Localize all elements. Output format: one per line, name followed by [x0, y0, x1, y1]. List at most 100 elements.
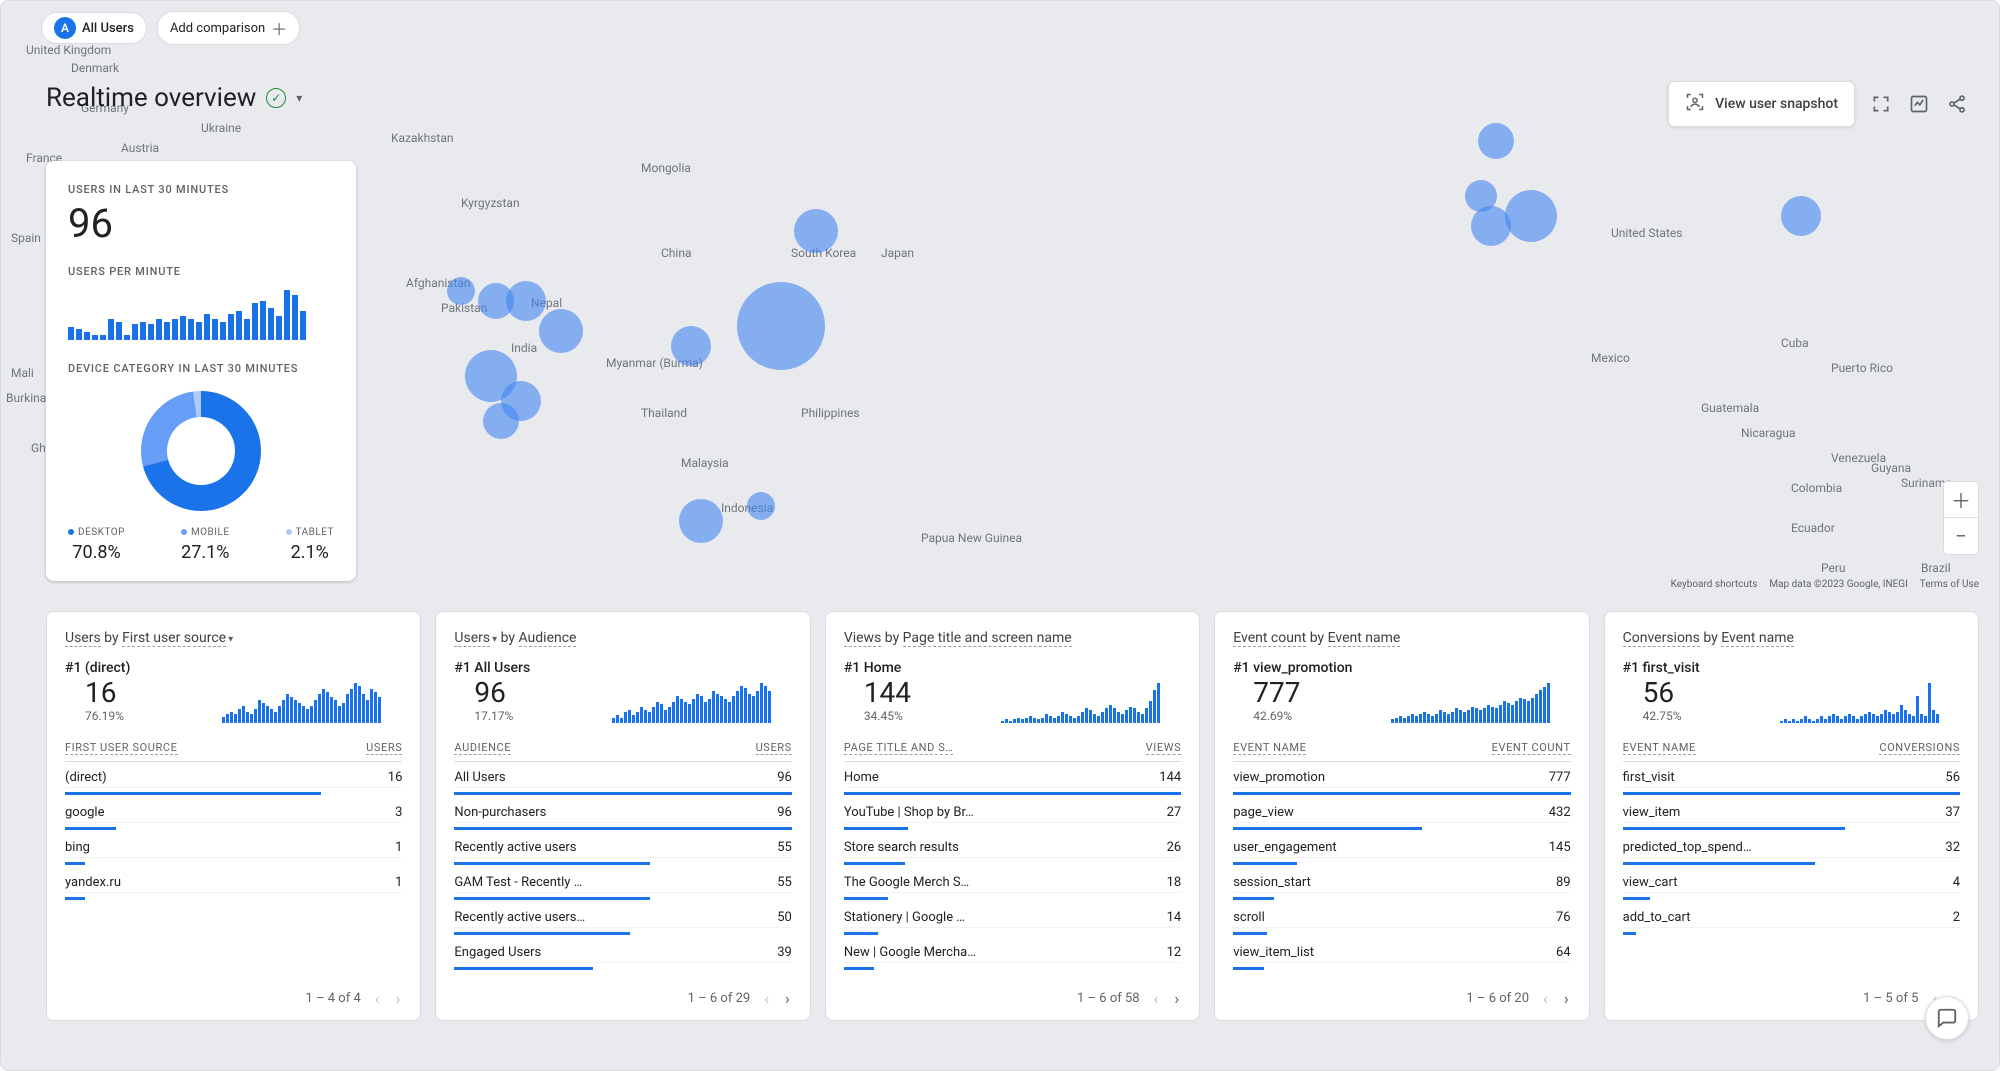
card-table-row[interactable]: YouTube | Shop by Br…27: [844, 797, 1181, 832]
map-country-label: Philippines: [801, 406, 860, 420]
pager-prev-button[interactable]: ‹: [1541, 989, 1550, 1008]
map-user-bubble[interactable]: [1505, 190, 1557, 242]
title-caret-icon[interactable]: ▾: [296, 91, 302, 105]
map-country-label: Mexico: [1591, 351, 1630, 365]
status-check-icon[interactable]: ✓: [266, 88, 286, 108]
card-table-row[interactable]: session_start89: [1233, 867, 1570, 902]
map-country-label: Peru: [1821, 561, 1846, 575]
card-rank-value: 144: [864, 676, 911, 709]
spark-bar: [116, 322, 122, 340]
card-table-row[interactable]: bing1: [65, 832, 402, 867]
map-user-bubble[interactable]: [747, 492, 775, 520]
card-table-row[interactable]: The Google Merch S…18: [844, 867, 1181, 902]
map-user-bubble[interactable]: [506, 281, 546, 321]
spark-bar: [132, 324, 138, 340]
view-user-snapshot-button[interactable]: View user snapshot: [1668, 81, 1855, 127]
pager-next-button[interactable]: ›: [394, 989, 403, 1008]
map-country-label: Papua New Guinea: [921, 531, 1022, 545]
map-user-bubble[interactable]: [679, 499, 723, 543]
map-country-label: Guatemala: [1701, 401, 1759, 415]
map-country-label: Mongolia: [641, 161, 691, 175]
fullscreen-icon[interactable]: [1869, 92, 1893, 116]
card-table-row[interactable]: yandex.ru1: [65, 867, 402, 902]
map-user-bubble[interactable]: [794, 209, 838, 253]
segment-all-users[interactable]: A All Users: [41, 12, 147, 44]
segment-label: All Users: [82, 21, 134, 36]
map-user-bubble[interactable]: [1478, 123, 1514, 159]
card-title[interactable]: Conversions by Event name: [1623, 630, 1960, 646]
share-icon[interactable]: [1945, 92, 1969, 116]
map-terms[interactable]: Terms of Use: [1920, 579, 1979, 590]
card-title[interactable]: Event count by Event name: [1233, 630, 1570, 646]
map-user-bubble[interactable]: [737, 282, 825, 370]
card-table-row[interactable]: predicted_top_spend…32: [1623, 832, 1960, 867]
map-user-bubble[interactable]: [483, 403, 519, 439]
card-title[interactable]: Views by Page title and screen name: [844, 630, 1181, 646]
pager-prev-button[interactable]: ‹: [1152, 989, 1161, 1008]
toolbar-right: View user snapshot: [1668, 81, 1969, 127]
card-title[interactable]: Users▾ by Audience: [454, 630, 791, 646]
card-table-header: EVENT NAMECONVERSIONS: [1623, 741, 1960, 762]
card-table-row[interactable]: Non-purchasers96: [454, 797, 791, 832]
card-sparkline: [222, 683, 402, 723]
card-table-row[interactable]: Recently active users55: [454, 832, 791, 867]
card-table-row[interactable]: All Users96: [454, 762, 791, 797]
users-30-label: USERS IN LAST 30 MINUTES: [68, 183, 334, 196]
pager-next-button[interactable]: ›: [1172, 989, 1181, 1008]
map-kbd-shortcuts[interactable]: Keyboard shortcuts: [1671, 579, 1758, 590]
insights-icon[interactable]: [1907, 92, 1931, 116]
spark-bar: [84, 332, 90, 340]
pager-prev-button[interactable]: ‹: [373, 989, 382, 1008]
card-table-row[interactable]: scroll76: [1233, 902, 1570, 937]
add-comparison-button[interactable]: Add comparison ＋: [157, 11, 300, 45]
spark-bar: [292, 295, 298, 340]
map-country-label: Cuba: [1781, 336, 1809, 350]
card-rank-value: 777: [1253, 676, 1352, 709]
card-table-row[interactable]: user_engagement145: [1233, 832, 1570, 867]
spark-bar: [100, 335, 106, 340]
card-table-row[interactable]: GAM Test - Recently …55: [454, 867, 791, 902]
card-table-row[interactable]: Store search results26: [844, 832, 1181, 867]
card-table-row[interactable]: view_cart4: [1623, 867, 1960, 902]
pager-next-button[interactable]: ›: [1562, 989, 1571, 1008]
card-table-row[interactable]: Home144: [844, 762, 1181, 797]
card-table-row[interactable]: google3: [65, 797, 402, 832]
card-table-header: PAGE TITLE AND S…VIEWS: [844, 741, 1181, 762]
spark-bar: [236, 311, 242, 340]
card-table-row[interactable]: Recently active users…50: [454, 902, 791, 937]
map-user-bubble[interactable]: [671, 326, 711, 366]
person-frame-icon: [1685, 92, 1705, 116]
pager-next-button[interactable]: ›: [783, 989, 792, 1008]
map-user-bubble[interactable]: [1781, 196, 1821, 236]
card-table-row[interactable]: view_item_list64: [1233, 937, 1570, 972]
map-zoom-out-button[interactable]: −: [1944, 518, 1978, 554]
card-table-row[interactable]: view_item37: [1623, 797, 1960, 832]
pager-prev-button[interactable]: ‹: [762, 989, 771, 1008]
card-pager: 1 – 6 of 58‹›: [844, 979, 1181, 1008]
map-country-label: Ukraine: [201, 121, 241, 135]
card-table-row[interactable]: (direct)16: [65, 762, 402, 797]
map-country-label: India: [511, 341, 537, 355]
card-table-row[interactable]: add_to_cart2: [1623, 902, 1960, 937]
card-table-row[interactable]: Stationery | Google …14: [844, 902, 1181, 937]
spark-bar: [252, 303, 258, 340]
feedback-button[interactable]: [1925, 996, 1969, 1040]
card-table-row[interactable]: page_view432: [1233, 797, 1570, 832]
card-sparkline: [1391, 683, 1571, 723]
spark-bar: [76, 329, 82, 340]
card-table-row[interactable]: first_visit56: [1623, 762, 1960, 797]
map-user-bubble[interactable]: [447, 277, 475, 305]
card-table-row[interactable]: view_promotion777: [1233, 762, 1570, 797]
map-user-bubble[interactable]: [539, 309, 583, 353]
spark-bar: [276, 316, 282, 340]
card-table-header: FIRST USER SOURCEUSERS: [65, 741, 402, 762]
realtime-stats-card: USERS IN LAST 30 MINUTES 96 USERS PER MI…: [46, 161, 356, 581]
card-table-row[interactable]: Engaged Users39: [454, 937, 791, 972]
map-zoom-in-button[interactable]: ＋: [1944, 482, 1978, 518]
spark-bar: [148, 324, 154, 340]
card-table-row[interactable]: New | Google Mercha…12: [844, 937, 1181, 972]
card-title[interactable]: Users by First user source▾: [65, 630, 402, 646]
card-sparkline: [1001, 683, 1181, 723]
map-country-label: Austria: [121, 141, 159, 155]
users-30-value: 96: [68, 200, 334, 247]
